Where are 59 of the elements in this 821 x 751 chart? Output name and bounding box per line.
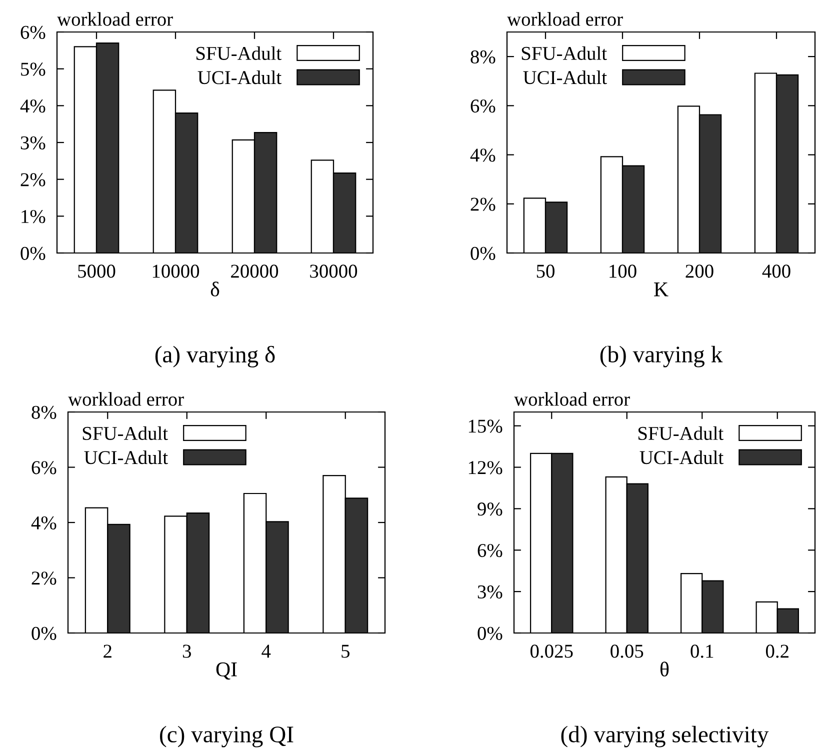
y-tick-label: 6% xyxy=(478,544,502,558)
y-tick-label: 5% xyxy=(21,62,46,76)
y-tick-label: 2% xyxy=(470,198,496,211)
legend-label: SFU-Adult xyxy=(638,426,724,440)
y-tick-label: 4% xyxy=(31,516,56,530)
x-tick-label: 0.1 xyxy=(690,644,714,658)
legend-label: SFU-Adult xyxy=(196,46,282,60)
x-axis-title: δ xyxy=(210,282,220,296)
y-tick-label: 15% xyxy=(468,420,502,433)
y-tick-label: 8% xyxy=(470,50,496,64)
x-axis-title: θ xyxy=(660,662,669,676)
y-axis-title: workload error xyxy=(507,12,623,26)
y-tick-label: 12% xyxy=(468,461,502,474)
x-tick-label: 5 xyxy=(342,644,350,658)
y-tick-label: 0% xyxy=(20,246,46,260)
y-tick-label: 9% xyxy=(478,502,502,516)
x-tick-label: 10000 xyxy=(152,264,200,278)
x-tick-label: 20000 xyxy=(231,264,278,278)
x-tick-label: 30000 xyxy=(310,264,358,278)
y-tick-label: 8% xyxy=(32,406,56,419)
x-tick-label: 100 xyxy=(610,264,636,278)
x-axis-title: QI xyxy=(216,662,237,680)
y-tick-label: 6% xyxy=(20,26,46,39)
y-tick-label: 2% xyxy=(32,572,56,585)
legend-label: UCI-Adult xyxy=(84,450,168,464)
y-tick-label: 6% xyxy=(470,99,496,113)
legend-label: UCI-Adult xyxy=(640,450,724,464)
text: (a) varying δ xyxy=(155,346,275,368)
y-tick-label: 4% xyxy=(470,148,496,162)
y-tick-label: 0% xyxy=(478,626,502,640)
legend-label: UCI-Adult xyxy=(523,70,607,84)
x-tick-label: 2 xyxy=(104,644,112,658)
y-tick-label: 0% xyxy=(470,246,496,260)
x-tick-label: 5000 xyxy=(78,264,116,278)
y-axis-title: workload error xyxy=(68,392,184,406)
legend-label: SFU-Adult xyxy=(522,46,607,60)
text: (c) varying QI xyxy=(160,726,294,748)
x-axis-title: K xyxy=(654,282,668,296)
y-tick-label: 4% xyxy=(20,99,46,113)
x-tick-label: 3 xyxy=(182,644,191,658)
x-tick-label: 0.05 xyxy=(610,644,644,658)
x-tick-label: 400 xyxy=(762,264,790,278)
x-tick-label: 200 xyxy=(686,264,714,278)
y-axis-title: workload error xyxy=(514,392,630,406)
legend-label: SFU-Adult xyxy=(82,426,168,440)
y-axis-title: workload error xyxy=(57,12,173,26)
y-tick-label: 6% xyxy=(32,461,56,474)
x-tick-label: 4 xyxy=(262,644,271,658)
x-tick-label: 0.2 xyxy=(766,644,788,658)
legend-label: UCI-Adult xyxy=(198,70,282,84)
y-tick-label: 3% xyxy=(478,585,502,599)
y-tick-label: 0% xyxy=(32,626,56,640)
text: (b) varying k xyxy=(600,346,723,368)
x-tick-label: 0.025 xyxy=(530,644,573,658)
x-tick-label: 50 xyxy=(536,264,554,278)
y-tick-label: 1% xyxy=(22,210,46,224)
y-tick-label: 3% xyxy=(20,136,46,150)
text: (d) varying selectivity xyxy=(561,726,769,748)
y-tick-label: 2% xyxy=(20,173,46,186)
